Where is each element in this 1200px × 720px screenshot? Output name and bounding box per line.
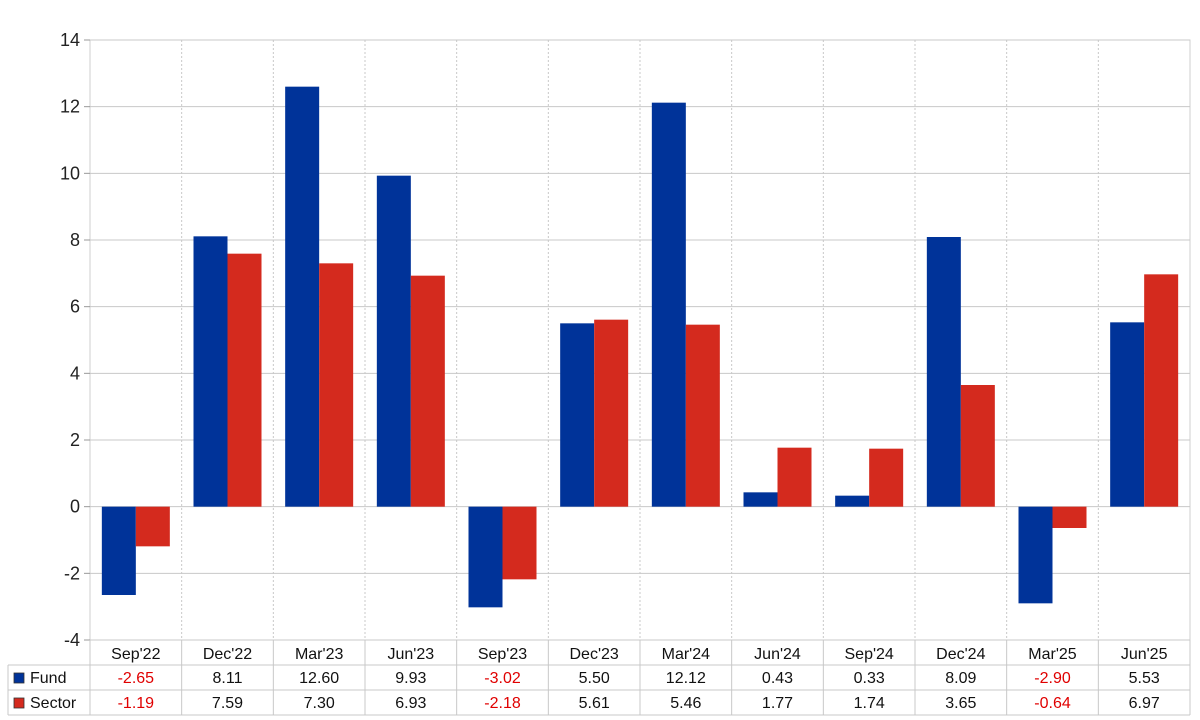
data-label-sector: 7.30	[304, 695, 335, 712]
data-label-fund: 5.53	[1129, 670, 1160, 687]
data-label-fund: 9.93	[395, 670, 426, 687]
category-label: Jun'25	[1121, 646, 1168, 663]
data-label-fund: 8.11	[213, 670, 243, 687]
data-label-sector: -0.64	[1034, 695, 1071, 712]
data-table: Sep'22 Dec'22 Mar'23 Jun'23 Sep'23 Dec'23 Mar'…	[7, 640, 1191, 716]
bar-fund	[468, 506, 503, 608]
bar-fund	[651, 102, 686, 507]
legend-swatch-sector	[13, 697, 25, 709]
bar-fund	[1110, 322, 1145, 507]
category-label: Mar'25	[1028, 646, 1077, 663]
y-tick-label: -2	[64, 563, 80, 583]
data-label-sector: 7.59	[212, 695, 243, 712]
category-label: Dec'22	[203, 646, 252, 663]
y-tick-label: 8	[70, 230, 80, 250]
category-label: Sep'22	[111, 646, 160, 663]
y-tick-label: 0	[70, 497, 80, 517]
bar-sector	[227, 253, 262, 507]
legend-swatch-fund	[13, 672, 25, 684]
bar-fund	[101, 506, 136, 595]
data-label-fund: 5.50	[579, 670, 610, 687]
bar-fund	[376, 175, 411, 507]
data-label-fund: 0.43	[762, 670, 793, 687]
y-tick-label: 4	[70, 363, 80, 383]
y-tick-label: 2	[70, 430, 80, 450]
category-label: Mar'24	[662, 646, 711, 663]
data-label-sector: 1.77	[762, 695, 793, 712]
data-label-fund: -3.02	[484, 670, 521, 687]
category-label: Dec'23	[570, 646, 619, 663]
bar-fund	[560, 323, 595, 507]
y-tick-label: -4	[64, 630, 80, 650]
category-label: Jun'23	[388, 646, 435, 663]
y-tick-label: 6	[70, 297, 80, 317]
bar-fund	[743, 492, 778, 507]
grid-lines	[84, 39, 1191, 641]
data-label-sector: 6.97	[1129, 695, 1160, 712]
bar-sector	[319, 263, 354, 507]
legend-label-sector: Sector	[30, 695, 77, 712]
data-label-fund: -2.90	[1034, 670, 1071, 687]
data-label-fund: 8.09	[945, 670, 976, 687]
bar-sector	[135, 506, 170, 547]
data-label-sector: -1.19	[118, 695, 155, 712]
bar-sector	[869, 448, 904, 507]
data-label-fund: -2.65	[118, 670, 155, 687]
data-label-sector: 5.46	[670, 695, 701, 712]
category-label: Sep'23	[478, 646, 527, 663]
data-label-sector: 6.93	[395, 695, 426, 712]
category-label: Dec'24	[936, 646, 985, 663]
data-label-sector: 3.65	[945, 695, 976, 712]
bar-sector	[594, 319, 629, 507]
data-label-fund: 0.33	[854, 670, 885, 687]
bar-sector	[685, 324, 720, 507]
bars	[101, 86, 1179, 608]
y-axis-ticks: -4 -2 0 2 4 6 8 10 12 14	[60, 30, 80, 650]
bar-sector	[502, 506, 537, 580]
data-label-sector: 1.74	[854, 695, 885, 712]
legend-label-fund: Fund	[30, 670, 66, 687]
data-label-fund: 12.60	[299, 670, 339, 687]
category-label: Jun'24	[754, 646, 801, 663]
bar-sector	[1144, 274, 1179, 507]
bar-fund	[193, 236, 228, 507]
y-tick-label: 14	[60, 30, 80, 50]
bar-sector	[960, 385, 995, 507]
bar-fund	[926, 237, 961, 507]
y-tick-label: 12	[60, 97, 80, 117]
bar-fund	[1018, 506, 1053, 604]
data-label-fund: 12.12	[666, 670, 706, 687]
bar-fund	[285, 86, 320, 507]
category-label: Mar'23	[295, 646, 344, 663]
data-label-sector: 5.61	[579, 695, 610, 712]
bar-sector	[777, 447, 812, 507]
data-label-sector: -2.18	[484, 695, 521, 712]
category-label: Sep'24	[845, 646, 894, 663]
bar-sector	[1052, 506, 1087, 528]
bar-fund	[835, 495, 870, 507]
bar-sector	[410, 275, 445, 507]
y-tick-label: 10	[60, 163, 80, 183]
